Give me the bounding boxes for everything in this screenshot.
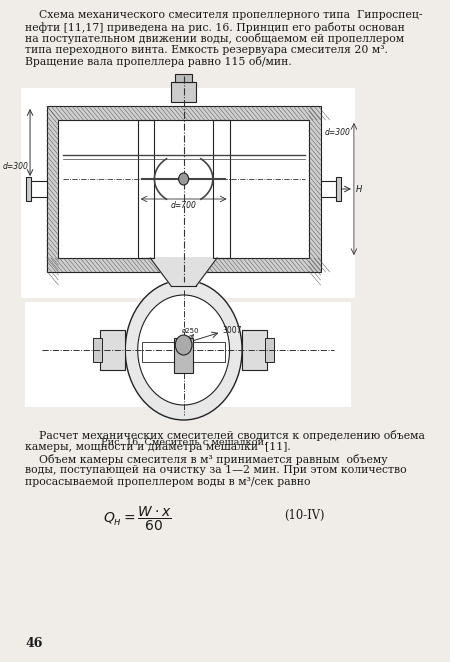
Text: d=300: d=300: [325, 128, 351, 137]
Bar: [242, 330, 267, 370]
Bar: [47, 106, 320, 272]
Bar: [26, 177, 31, 201]
Circle shape: [179, 173, 189, 185]
Circle shape: [176, 335, 192, 355]
Bar: [213, 120, 230, 258]
Text: (10-IV): (10-IV): [284, 509, 324, 522]
Text: просасываемой пропеллером воды в м³/сек равно: просасываемой пропеллером воды в м³/сек …: [25, 477, 310, 487]
Bar: [94, 338, 102, 362]
Bar: [21, 88, 355, 298]
Bar: [58, 120, 309, 258]
Bar: [28, 181, 47, 197]
Bar: [171, 82, 196, 102]
Text: воды, поступающей на очистку за 1—2 мин. При этом количество: воды, поступающей на очистку за 1—2 мин.…: [25, 465, 407, 475]
Text: на поступательном движении воды, сообщаемом ей пропеллером: на поступательном движении воды, сообщае…: [25, 33, 404, 44]
Circle shape: [125, 280, 242, 420]
Text: Вращение вала пропеллера равно 115 об/мин.: Вращение вала пропеллера равно 115 об/ми…: [25, 56, 292, 67]
Bar: [336, 177, 341, 201]
Text: d=700: d=700: [171, 201, 197, 210]
Bar: [175, 338, 193, 373]
Text: Схема механического смесителя пропеллерного типа  Гипроспец-: Схема механического смесителя пропеллерн…: [25, 10, 423, 20]
Bar: [266, 338, 274, 362]
Bar: [320, 181, 339, 197]
Bar: [142, 342, 225, 362]
Text: Расчет механических смесителей сводится к определению объема: Расчет механических смесителей сводится …: [25, 430, 425, 441]
Text: типа переходного винта. Емкость резервуара смесителя 20 м³.: типа переходного винта. Емкость резервуа…: [25, 44, 388, 54]
Text: ø250: ø250: [181, 328, 199, 334]
Text: 46: 46: [25, 637, 42, 650]
Text: 3007: 3007: [223, 326, 243, 334]
Text: d=300: d=300: [3, 162, 28, 171]
Bar: [138, 120, 154, 258]
Text: Объем камеры смесителя в м³ принимается равным  объему: Объем камеры смесителя в м³ принимается …: [25, 453, 387, 465]
Text: камеры, мощности и диаметра мешалки  [11].: камеры, мощности и диаметра мешалки [11]…: [25, 442, 291, 451]
Polygon shape: [150, 258, 217, 286]
Text: H: H: [356, 185, 362, 193]
Circle shape: [138, 295, 230, 405]
Bar: [176, 74, 192, 82]
Text: Рис. 16. Смеситель с мешалкой.: Рис. 16. Смеситель с мешалкой.: [101, 438, 267, 447]
Bar: [25, 302, 351, 407]
Bar: [100, 330, 125, 370]
Text: $Q_н = \dfrac{W \cdot x}{60}$: $Q_н = \dfrac{W \cdot x}{60}$: [104, 505, 172, 534]
Text: нефти [11,17] приведена на рис. 16. Принцип его работы основан: нефти [11,17] приведена на рис. 16. Прин…: [25, 21, 405, 32]
